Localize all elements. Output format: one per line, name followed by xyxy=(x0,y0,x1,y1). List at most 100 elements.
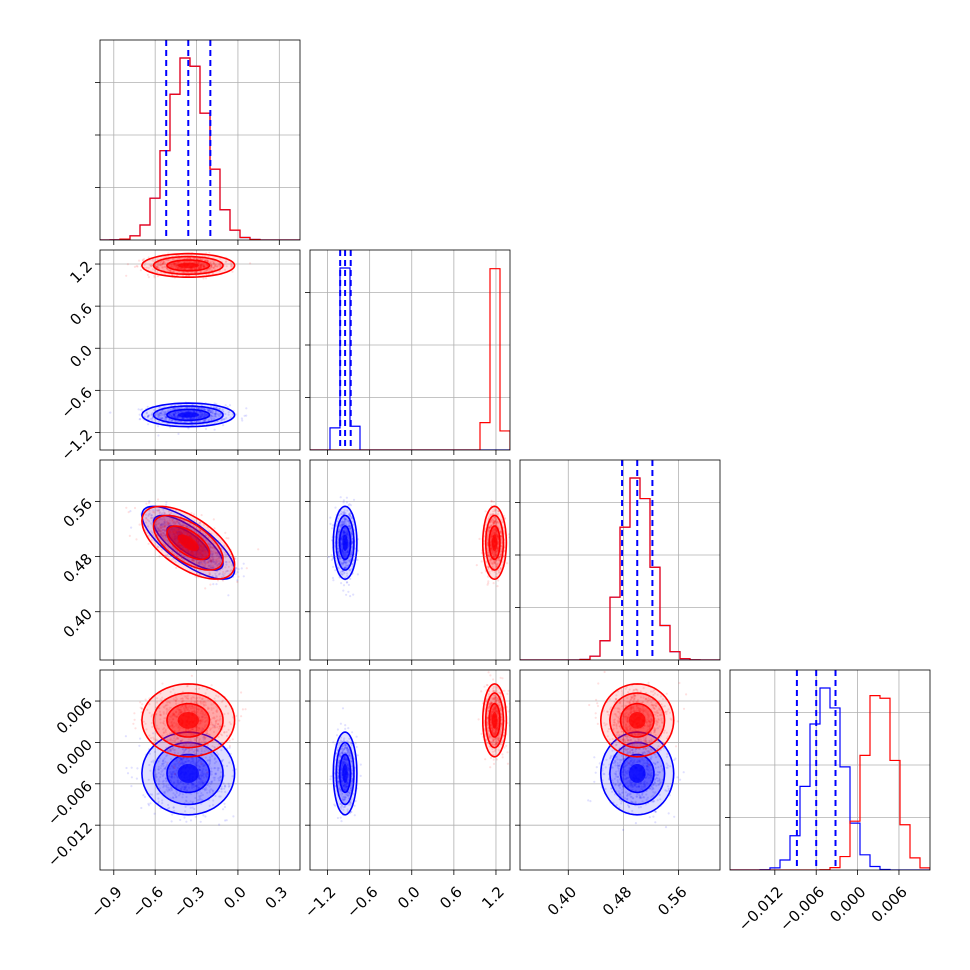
scatter-point xyxy=(175,531,178,534)
scatter-point xyxy=(201,411,204,414)
scatter-point xyxy=(156,527,159,530)
scatter-point xyxy=(217,573,220,576)
scatter-point xyxy=(165,536,168,539)
scatter-point xyxy=(212,412,215,415)
panel-content-2-0 xyxy=(125,498,260,597)
scatter-point xyxy=(212,583,215,586)
scatter-point xyxy=(178,521,181,524)
scatter-point xyxy=(218,407,221,410)
scatter-point xyxy=(154,413,157,416)
scatter-point xyxy=(160,417,164,420)
scatter-point xyxy=(206,408,209,411)
scatter-point xyxy=(167,258,170,261)
scatter-point xyxy=(174,262,177,265)
scatter-point xyxy=(175,264,178,267)
scatter-point xyxy=(203,419,206,422)
scatter-point xyxy=(181,531,184,535)
scatter-point xyxy=(214,415,217,418)
scatter-point xyxy=(168,258,171,261)
scatter-point xyxy=(137,408,140,411)
scatter-point xyxy=(492,500,495,503)
scatter-point xyxy=(164,411,168,414)
scatter-point xyxy=(159,532,162,536)
scatter-point xyxy=(210,411,213,414)
panel-3-0 xyxy=(95,669,301,875)
scatter-point xyxy=(140,806,143,810)
scatter-point xyxy=(218,562,221,566)
scatter-point xyxy=(226,569,229,573)
scatter-point xyxy=(203,412,206,415)
scatter-point xyxy=(347,590,350,593)
scatter-point xyxy=(164,272,167,275)
scatter-point xyxy=(209,262,213,265)
scatter-point xyxy=(153,409,156,412)
scatter-point xyxy=(154,264,157,267)
scatter-point xyxy=(184,548,187,551)
scatter-point xyxy=(218,414,221,418)
scatter-point xyxy=(163,520,166,524)
scatter-point xyxy=(182,267,185,270)
scatter-point xyxy=(186,268,190,271)
scatter-point xyxy=(480,560,483,563)
scatter-point xyxy=(214,264,217,267)
scatter-point xyxy=(208,546,211,549)
scatter-point xyxy=(169,408,172,412)
scatter-point xyxy=(205,414,209,417)
scatter-point xyxy=(170,820,173,823)
panel-2-0 xyxy=(95,459,301,665)
scatter-point xyxy=(202,263,205,266)
scatter-point xyxy=(480,571,483,574)
scatter-point xyxy=(196,407,199,410)
scatter-point xyxy=(146,416,149,419)
scatter-point xyxy=(192,417,195,420)
scatter-point xyxy=(177,266,180,269)
scatter-point xyxy=(176,415,179,418)
scatter-point xyxy=(189,417,192,420)
scatter-point xyxy=(178,266,181,269)
scatter-point xyxy=(209,408,212,411)
scatter-point xyxy=(205,269,208,272)
scatter-point xyxy=(198,561,201,564)
scatter-point xyxy=(190,550,193,553)
scatter-point xyxy=(216,265,219,268)
scatter-point xyxy=(161,263,164,266)
scatter-point xyxy=(167,524,170,527)
scatter-point xyxy=(198,522,201,525)
scatter-point xyxy=(156,271,159,274)
scatter-point xyxy=(170,511,173,515)
scatter-point xyxy=(200,266,203,269)
scatter-point xyxy=(197,541,200,544)
scatter-point xyxy=(161,410,164,413)
scatter-point xyxy=(190,420,193,423)
scatter-point xyxy=(185,533,188,536)
scatter-point xyxy=(199,545,202,548)
scatter-point xyxy=(201,553,204,556)
scatter-point xyxy=(356,573,359,576)
scatter-point xyxy=(173,537,177,541)
scatter-point xyxy=(145,412,148,415)
scatter-point xyxy=(109,411,112,414)
scatter-point xyxy=(198,544,201,547)
scatter-point xyxy=(170,263,173,266)
scatter-point xyxy=(186,260,189,264)
scatter-point xyxy=(172,264,175,267)
scatter-point xyxy=(205,413,208,416)
scatter-point xyxy=(190,550,193,554)
scatter-point xyxy=(193,260,196,264)
scatter-point xyxy=(212,262,215,265)
scatter-point xyxy=(340,582,343,585)
scatter-point xyxy=(174,536,177,539)
scatter-point xyxy=(174,522,177,525)
scatter-point xyxy=(179,257,182,260)
scatter-point xyxy=(203,560,206,563)
scatter-point xyxy=(205,554,208,557)
scatter-point xyxy=(156,533,159,536)
scatter-point xyxy=(497,579,500,582)
scatter-point xyxy=(198,264,202,267)
scatter-point xyxy=(160,533,163,536)
scatter-point xyxy=(160,412,163,415)
scatter-point xyxy=(196,257,199,260)
scatter-point xyxy=(196,551,199,554)
scatter-point xyxy=(339,496,342,499)
scatter-point xyxy=(172,270,175,273)
